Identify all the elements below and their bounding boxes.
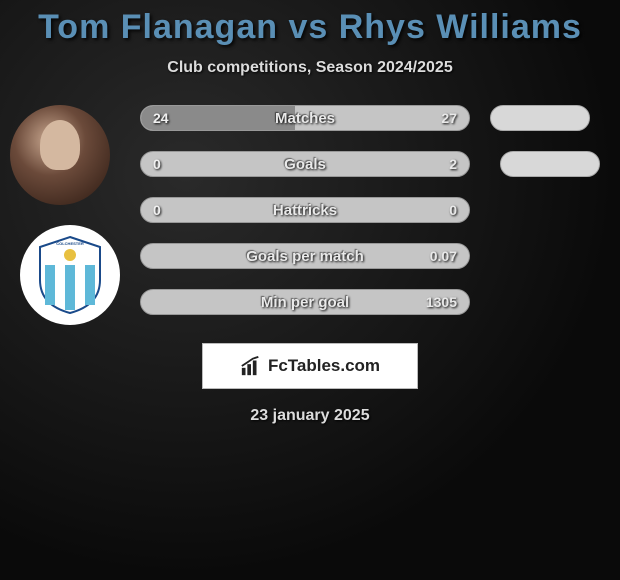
stat-row-matches: 24 Matches 27 <box>140 105 470 131</box>
stat-row-mpg: Min per goal 1305 <box>140 289 470 315</box>
stat-row-goals: 0 Goals 2 <box>140 151 470 177</box>
player2-crest: COLCHESTER <box>20 225 120 325</box>
comparison-infographic: Tom Flanagan vs Rhys Williams Club compe… <box>0 0 620 425</box>
page-title: Tom Flanagan vs Rhys Williams <box>0 8 620 47</box>
logo-text: FcTables.com <box>268 356 380 376</box>
date-label: 23 january 2025 <box>0 407 620 425</box>
stat-label: Goals per match <box>246 248 364 265</box>
stat-left-value: 0 <box>153 202 161 218</box>
barchart-icon <box>240 355 262 377</box>
stat-label: Min per goal <box>261 294 349 311</box>
stat-right-value: 0 <box>449 202 457 218</box>
stat-right-value: 1305 <box>426 294 457 310</box>
side-pill-2 <box>500 151 600 177</box>
svg-text:COLCHESTER: COLCHESTER <box>56 241 84 246</box>
stat-bars: 24 Matches 27 0 Goals 2 0 Hattricks 0 Go… <box>140 105 620 335</box>
stat-label: Goals <box>284 156 326 173</box>
stat-label: Hattricks <box>273 202 337 219</box>
avatar-column: COLCHESTER <box>0 105 140 335</box>
stat-left-value: 24 <box>153 110 169 126</box>
stat-row-hattricks: 0 Hattricks 0 <box>140 197 470 223</box>
source-logo: FcTables.com <box>202 343 418 389</box>
stat-right-value: 2 <box>449 156 457 172</box>
side-pill-1 <box>490 105 590 131</box>
stat-label: Matches <box>275 110 335 127</box>
club-crest-icon: COLCHESTER <box>35 235 105 315</box>
stat-left-value: 0 <box>153 156 161 172</box>
stat-right-value: 27 <box>441 110 457 126</box>
compare-area: COLCHESTER 24 Matches 27 0 Goals 2 0 Hat… <box>0 105 620 335</box>
stat-right-value: 0.07 <box>430 248 457 264</box>
subtitle: Club competitions, Season 2024/2025 <box>0 59 620 77</box>
player1-avatar <box>10 105 110 205</box>
stat-row-gpm: Goals per match 0.07 <box>140 243 470 269</box>
